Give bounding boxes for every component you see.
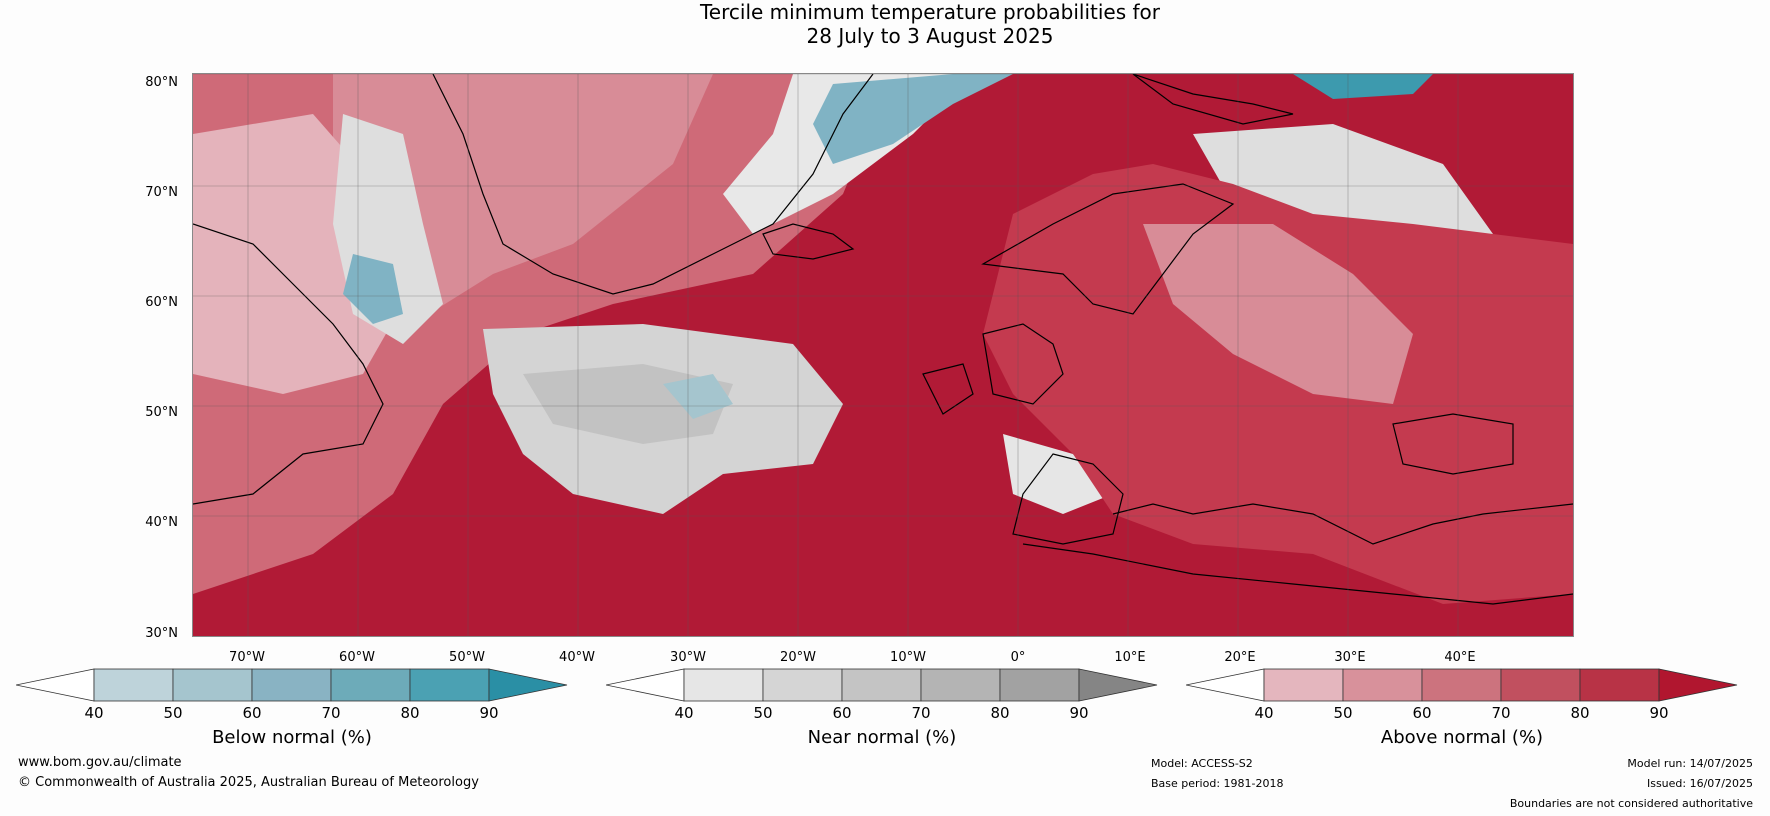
colorbar-below-bin-4 xyxy=(409,668,490,702)
colorbar-above-tick-80: 80 xyxy=(1570,704,1590,722)
coastlines xyxy=(193,74,1573,605)
colorbar-above-tick-40: 40 xyxy=(1254,704,1274,722)
lat-label-30n: 30°N xyxy=(145,626,178,641)
region-below-normal-atlantic xyxy=(663,374,733,419)
colorbar-above-tick-60: 60 xyxy=(1412,704,1432,722)
footer-model-run: Model run: 14/07/2025 xyxy=(1627,757,1753,770)
footer-model: Model: ACCESS-S2 xyxy=(1151,757,1253,770)
colorbar-below-tick-60: 60 xyxy=(242,704,262,722)
lon-label-50w: 50°W xyxy=(449,650,485,665)
colorbar-below-bin-2 xyxy=(251,668,332,702)
footer-base-period: Base period: 1981-2018 xyxy=(1151,777,1284,790)
region-below-normal-barents xyxy=(1293,74,1433,99)
colorbar-near-tick-60: 60 xyxy=(832,704,852,722)
colorbar-below-tick-70: 70 xyxy=(321,704,341,722)
colorbar-above-bin-2 xyxy=(1421,668,1502,702)
colorbar-near-tick-50: 50 xyxy=(753,704,773,722)
colorbar-above-tick-70: 70 xyxy=(1491,704,1511,722)
lon-label-20e: 20°E xyxy=(1224,650,1256,665)
lat-label-80n: 80°N xyxy=(145,75,178,90)
title-line-2: 28 July to 3 August 2025 xyxy=(806,24,1054,48)
colorbar-above-bin-3 xyxy=(1500,668,1581,702)
colorbar-above-bin-0 xyxy=(1263,668,1344,702)
colorbar-below-bin-3 xyxy=(330,668,411,702)
colorbar-below-min-extension xyxy=(16,668,95,702)
title-line-1: Tercile minimum temperature probabilitie… xyxy=(699,0,1161,24)
footer-issued: Issued: 16/07/2025 xyxy=(1646,777,1753,790)
colorbar-near-swatches xyxy=(606,668,1158,702)
colorbar-above-bin-1 xyxy=(1342,668,1423,702)
colorbar-above-swatches xyxy=(1186,668,1738,702)
colorbar-near-bin-4 xyxy=(999,668,1080,702)
map-panel xyxy=(192,73,1574,637)
region-below-normal-greenland-sea xyxy=(813,74,1013,164)
lon-label-70w: 70°W xyxy=(229,650,265,665)
colorbar-near-bin-1 xyxy=(762,668,843,702)
colorbar-below-normal xyxy=(16,668,568,702)
colorbar-above-max-extension xyxy=(1658,668,1738,702)
lon-label-30e: 30°E xyxy=(1334,650,1366,665)
colorbar-below-max-extension xyxy=(488,668,568,702)
colorbar-above-min-extension xyxy=(1186,668,1265,702)
colorbar-near-max-extension xyxy=(1078,668,1158,702)
colorbar-near-tick-90: 90 xyxy=(1069,704,1089,722)
lon-label-60w: 60°W xyxy=(339,650,375,665)
colorbar-below-tick-90: 90 xyxy=(479,704,499,722)
colorbar-below-tick-50: 50 xyxy=(163,704,183,722)
colorbar-near-min-extension xyxy=(606,668,685,702)
colorbar-below-tick-40: 40 xyxy=(84,704,104,722)
colorbar-below-bin-0 xyxy=(93,668,174,702)
lon-label-30w: 30°W xyxy=(670,650,706,665)
lon-label-0: 0° xyxy=(1010,650,1026,665)
lon-label-20w: 20°W xyxy=(780,650,816,665)
footer-copyright: © Commonwealth of Australia 2025, Austra… xyxy=(18,775,479,790)
colorbar-above-bin-4 xyxy=(1579,668,1660,702)
colorbar-near-bin-2 xyxy=(841,668,922,702)
lon-label-10e: 10°E xyxy=(1114,650,1146,665)
lon-label-40e: 40°E xyxy=(1444,650,1476,665)
region-europe-above-60 xyxy=(1143,224,1413,404)
lon-label-40w: 40°W xyxy=(559,650,595,665)
lon-label-10w: 10°W xyxy=(890,650,926,665)
colorbar-below-bin-1 xyxy=(172,668,253,702)
graticule xyxy=(193,74,1573,636)
lat-label-70n: 70°N xyxy=(145,185,178,200)
lat-label-60n: 60°N xyxy=(145,295,178,310)
colorbar-label-above: Above normal (%) xyxy=(1380,727,1544,748)
colorbar-label-below: Below normal (%) xyxy=(212,727,372,748)
colorbar-above-normal xyxy=(1186,668,1738,702)
colorbar-near-bin-0 xyxy=(683,668,764,702)
colorbar-near-tick-70: 70 xyxy=(911,704,931,722)
colorbar-label-near: Near normal (%) xyxy=(807,727,957,748)
map-canvas xyxy=(193,74,1573,636)
colorbar-below-swatches xyxy=(16,668,568,702)
colorbar-near-tick-40: 40 xyxy=(674,704,694,722)
region-europe-above-80 xyxy=(983,164,1573,604)
colorbar-near-bin-3 xyxy=(920,668,1001,702)
colorbar-below-tick-80: 80 xyxy=(400,704,420,722)
region-near-normal-france xyxy=(1003,434,1113,514)
footer-disclaimer: Boundaries are not considered authoritat… xyxy=(1509,797,1753,810)
colorbar-above-tick-50: 50 xyxy=(1333,704,1353,722)
footer-website: www.bom.gov.au/climate xyxy=(18,755,182,770)
colorbar-near-normal xyxy=(606,668,1158,702)
lat-label-50n: 50°N xyxy=(145,405,178,420)
map-title: Tercile minimum temperature probabilitie… xyxy=(0,0,1770,48)
lat-label-40n: 40°N xyxy=(145,515,178,530)
colorbar-near-tick-80: 80 xyxy=(990,704,1010,722)
colorbar-above-tick-90: 90 xyxy=(1649,704,1669,722)
